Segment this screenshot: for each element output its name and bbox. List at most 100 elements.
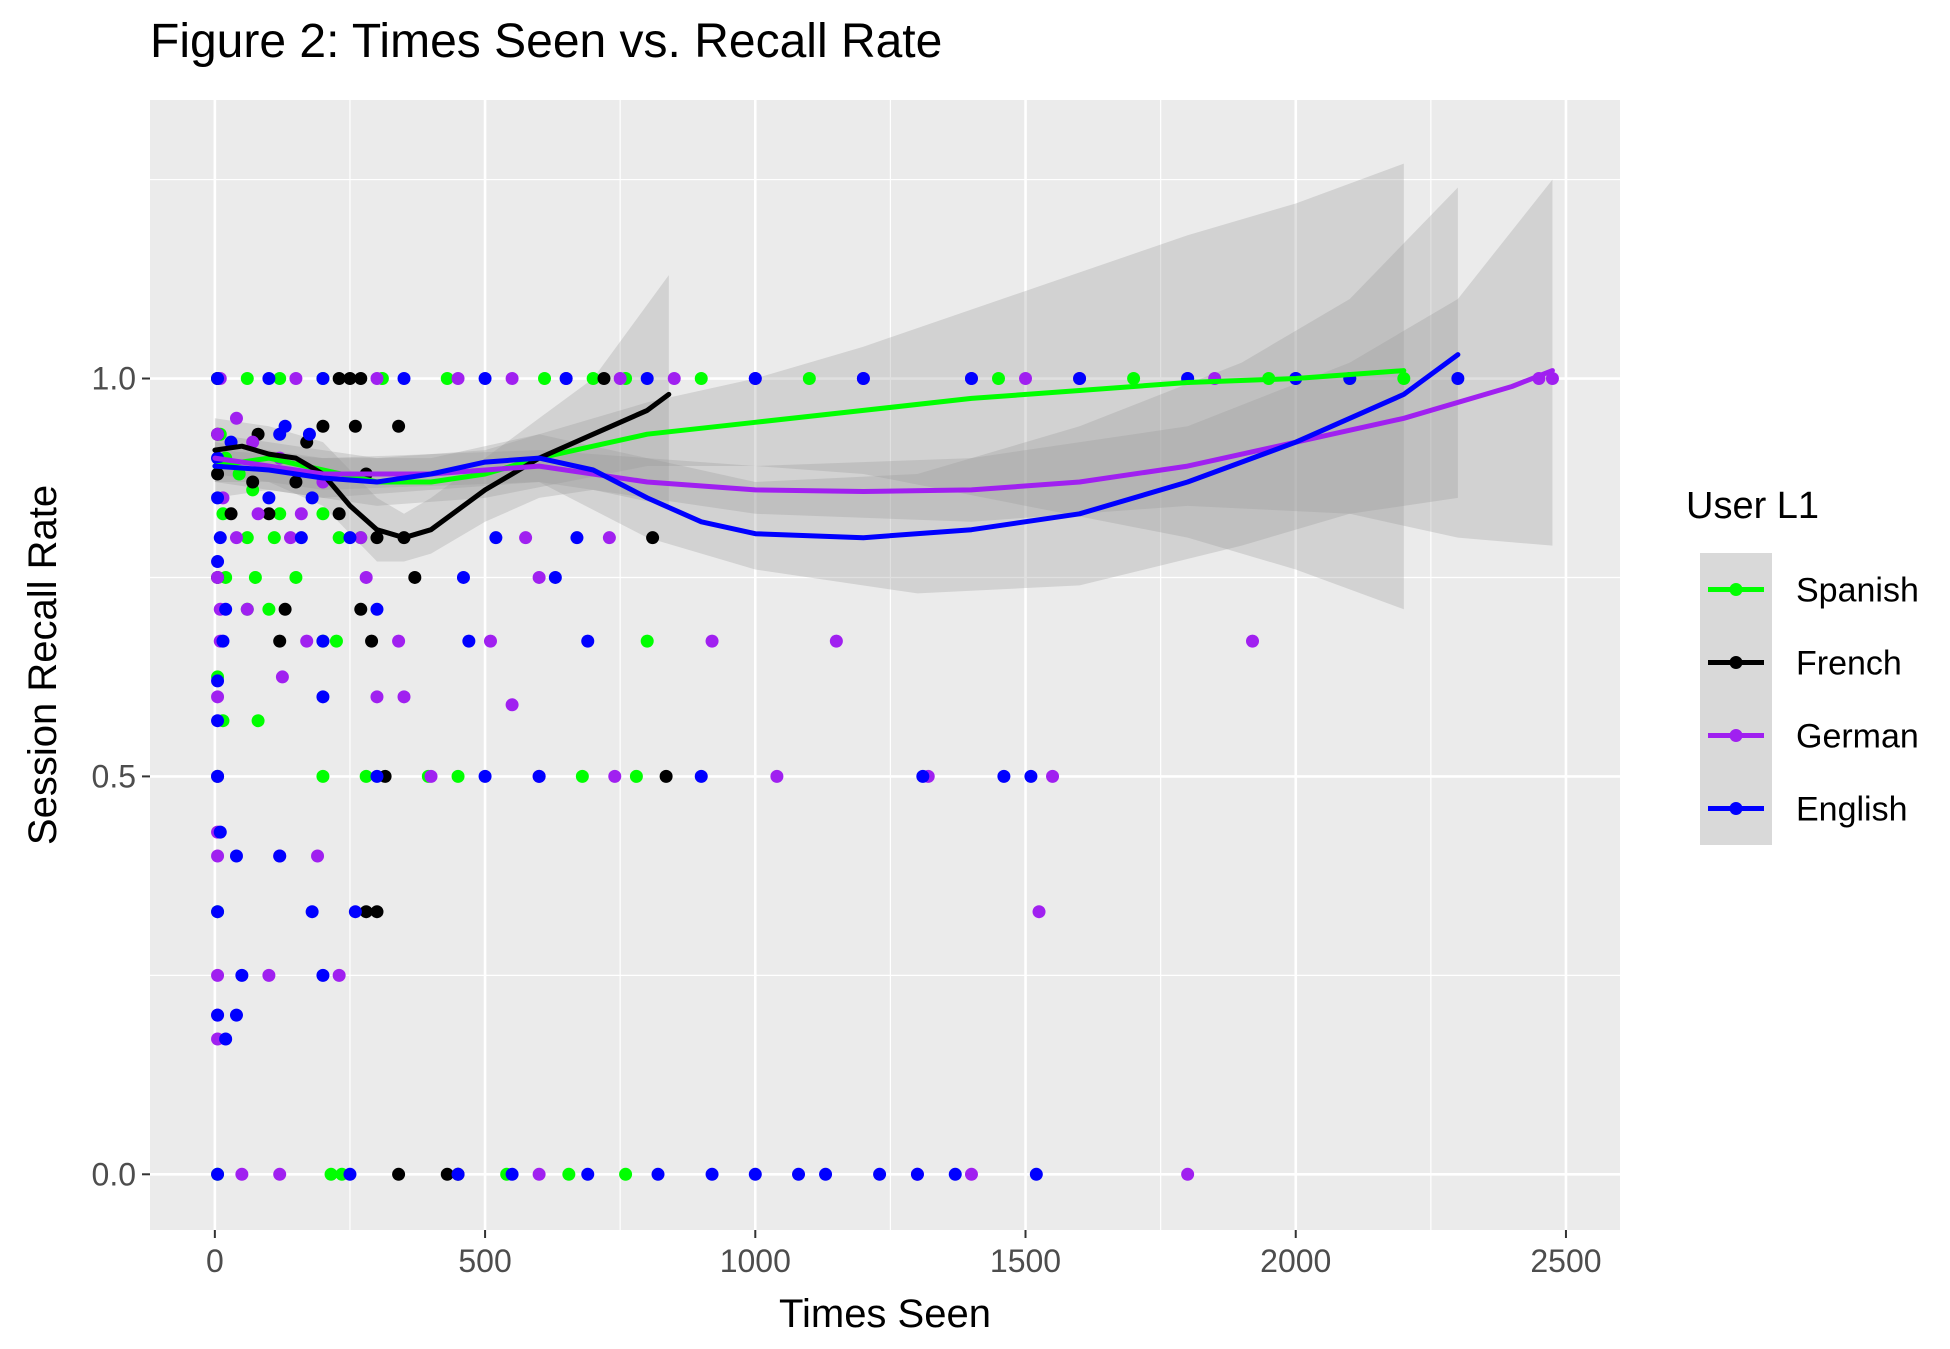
point-spanish (316, 769, 330, 783)
legend: Spanish French German English (1700, 553, 1919, 845)
point-german (397, 690, 411, 704)
point-english (216, 634, 230, 648)
point-german (229, 411, 243, 425)
point-german (311, 849, 325, 863)
point-german (505, 372, 519, 386)
point-german (667, 372, 681, 386)
legend-label-english: English (1796, 791, 1908, 829)
legend-key-point-spanish (1729, 583, 1743, 596)
point-english (532, 769, 546, 783)
point-english (211, 491, 225, 505)
point-french (262, 507, 276, 521)
point-spanish (267, 531, 281, 545)
point-spanish (1127, 372, 1141, 386)
point-english (489, 531, 503, 545)
point-english (262, 491, 276, 505)
point-english (229, 849, 243, 863)
point-german (451, 372, 465, 386)
point-german (354, 531, 368, 545)
point-french (646, 531, 660, 545)
point-english (705, 1167, 719, 1181)
point-french (359, 905, 373, 919)
point-spanish (289, 570, 303, 584)
point-spanish (562, 1167, 576, 1181)
point-german (483, 634, 497, 648)
point-german (370, 372, 384, 386)
point-english (948, 1167, 962, 1181)
point-english (570, 531, 584, 545)
point-french (332, 372, 346, 386)
point-german (211, 690, 225, 704)
point-german (275, 670, 289, 684)
smooth-lines (212, 352, 1555, 541)
point-english (581, 634, 595, 648)
point-english (211, 714, 225, 728)
point-french (332, 507, 346, 521)
y-axis-title: Session Recall Rate (21, 485, 65, 845)
point-english (219, 1032, 233, 1046)
point-english (451, 1167, 465, 1181)
point-english (294, 531, 308, 545)
x-axis-title: Times Seen (779, 1292, 991, 1336)
point-english (856, 372, 870, 386)
smooth-line-french (212, 391, 672, 541)
point-english (694, 769, 708, 783)
point-german (770, 769, 784, 783)
point-english (1451, 372, 1465, 386)
point-french (246, 475, 260, 489)
point-english (235, 968, 249, 982)
point-german (211, 570, 225, 584)
point-english (305, 491, 319, 505)
point-french (392, 1167, 406, 1181)
point-spanish (640, 634, 654, 648)
point-english (262, 372, 276, 386)
point-german (289, 372, 303, 386)
point-spanish (359, 769, 373, 783)
point-english (559, 372, 573, 386)
point-english (748, 372, 762, 386)
y-tick-label: 0.0 (92, 1156, 136, 1192)
point-english (213, 825, 227, 839)
point-german (240, 602, 254, 616)
point-german (608, 769, 622, 783)
point-english (211, 1008, 225, 1022)
legend-key-background (1700, 553, 1772, 845)
x-tick-label: 2500 (1530, 1243, 1601, 1279)
point-french (370, 905, 384, 919)
point-english (505, 1167, 519, 1181)
confidence-band-french (214, 275, 669, 562)
x-tick-label: 0 (206, 1243, 224, 1279)
point-german (829, 634, 843, 648)
x-tick-label: 1000 (720, 1243, 791, 1279)
point-english (211, 905, 225, 919)
point-french (597, 372, 611, 386)
point-spanish (629, 769, 643, 783)
minor-gridlines (150, 100, 1620, 1230)
point-english (370, 602, 384, 616)
point-english (316, 690, 330, 704)
point-english (1029, 1167, 1043, 1181)
point-german (294, 507, 308, 521)
point-german (1246, 634, 1259, 648)
point-english (348, 905, 362, 919)
point-english (305, 905, 319, 919)
point-spanish (248, 570, 262, 584)
point-french (273, 634, 287, 648)
axes: 0 500 1000 1500 2000 2500 0.0 0.5 1.0 (92, 361, 1602, 1279)
point-german (273, 1167, 287, 1181)
point-german (1181, 1167, 1195, 1181)
point-spanish (538, 372, 552, 386)
legend-key-point-english (1729, 802, 1743, 815)
point-english (819, 1167, 833, 1181)
point-french (354, 602, 368, 616)
point-english (316, 634, 330, 648)
smooth-line-english (212, 352, 1461, 541)
point-english (640, 372, 654, 386)
point-german (262, 968, 276, 982)
point-english (1073, 372, 1087, 386)
point-german (964, 1167, 978, 1181)
point-german (1019, 372, 1033, 386)
point-english (792, 1167, 806, 1181)
point-english (651, 1167, 665, 1181)
